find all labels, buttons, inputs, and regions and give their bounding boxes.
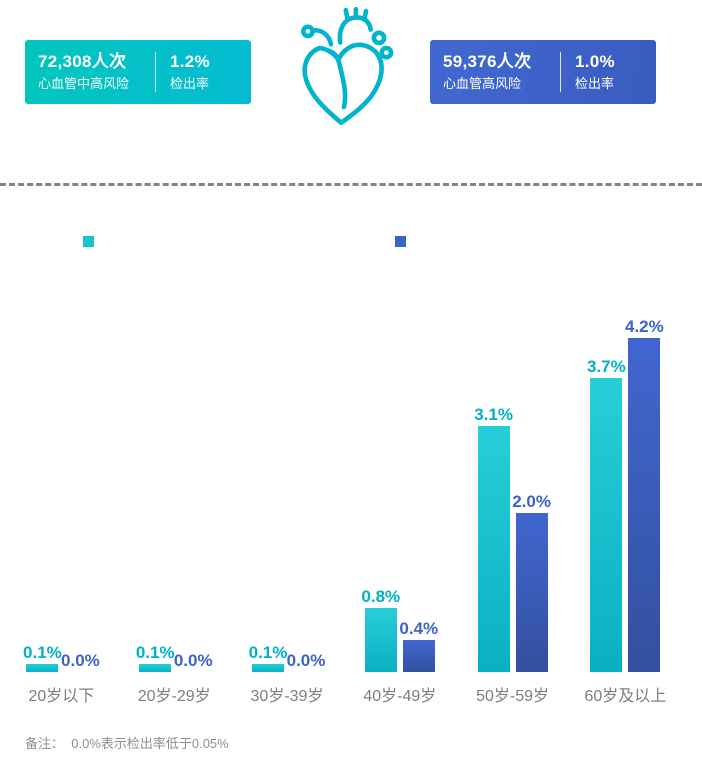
- stat-rate-label: 检出率: [575, 76, 615, 92]
- stat-rate: 1.2%: [170, 52, 210, 71]
- stat-badge-medium-high-risk: 72,308人次 心血管中高风险 1.2% 检出率: [25, 40, 251, 104]
- bar-value-label: 0.1%: [248, 643, 288, 662]
- stat-badge-main: 72,308人次 心血管中高风险: [25, 52, 155, 92]
- stat-badge-rate: 1.2% 检出率: [156, 52, 251, 92]
- bar-group: 2.0%: [512, 493, 551, 672]
- bar-group: 0.1%: [136, 644, 175, 672]
- bar-group: 0.0%: [61, 652, 100, 672]
- bar-value-label: 0.0%: [61, 651, 100, 670]
- bar-group: 0.8%: [361, 588, 400, 672]
- bar-value-label: 0.8%: [361, 587, 401, 606]
- bar-value-label: 3.7%: [587, 357, 626, 376]
- chart-column: 3.1% 2.0% 50岁-59岁: [456, 280, 569, 706]
- bar: [402, 640, 435, 672]
- chart-column: 3.7% 4.2% 60岁及以上: [569, 280, 682, 706]
- stat-label: 心血管高风险: [443, 76, 522, 92]
- chart-column: 0.8% 0.4% 40岁-49岁: [343, 280, 456, 706]
- bar-group: 0.1%: [23, 644, 62, 672]
- stat-count: 72,308人次: [38, 52, 127, 71]
- bar-group: 0.0%: [174, 652, 213, 672]
- bar: [139, 664, 172, 672]
- stat-count: 59,376人次: [443, 52, 532, 71]
- x-axis-label: 30岁-39岁: [250, 688, 324, 705]
- x-axis-label: 50岁-59岁: [476, 688, 550, 705]
- chart-column: 0.1% 0.0% 20岁以下: [5, 280, 118, 706]
- stat-badge-high-risk: 59,376人次 心血管高风险 1.0% 检出率: [430, 40, 656, 104]
- bar-value-label: 0.1%: [135, 643, 175, 662]
- bar-group: 0.4%: [399, 620, 438, 672]
- bar-group: 3.1%: [474, 406, 513, 672]
- bar-value-label: 0.0%: [173, 651, 213, 670]
- bar: [364, 608, 397, 672]
- bar: [26, 664, 59, 672]
- chart-column: 0.1% 0.0% 20岁-29岁: [118, 280, 231, 706]
- bar: [251, 664, 284, 672]
- x-axis-label: 20岁以下: [28, 688, 95, 705]
- bar-group: 0.1%: [249, 644, 287, 672]
- badge-divider: [155, 52, 156, 92]
- bar-group: 4.2%: [625, 318, 664, 672]
- legend-swatch-medium-high-risk: [83, 236, 94, 247]
- dashed-divider: [0, 183, 702, 186]
- chart-column: 0.1% 0.0% 30岁-39岁: [231, 280, 344, 706]
- bar-value-label: 0.4%: [399, 619, 439, 638]
- bar: [477, 426, 510, 672]
- stat-rate: 1.0%: [575, 52, 615, 71]
- bar-value-label: 3.1%: [474, 405, 513, 424]
- footnote: 备注： 0.0%表示检出率低于0.05%: [25, 736, 229, 751]
- bar-value-label: 4.2%: [625, 317, 664, 336]
- x-axis-label: 40岁-49岁: [363, 688, 437, 705]
- bar: [590, 378, 623, 672]
- bar: [628, 338, 661, 672]
- bar-group: 3.7%: [587, 358, 626, 672]
- legend-swatch-high-risk: [395, 236, 406, 247]
- stat-badge-main: 59,376人次 心血管高风险: [430, 52, 560, 92]
- bar: [515, 513, 548, 672]
- heart-icon: [283, 4, 403, 140]
- x-axis-label: 60岁及以上: [584, 688, 667, 705]
- bar-value-label: 0.0%: [286, 651, 326, 670]
- x-axis-label: 20岁-29岁: [137, 688, 211, 705]
- stat-badge-rate: 1.0% 检出率: [561, 52, 656, 92]
- badge-divider: [560, 52, 561, 92]
- bar-chart: 0.1% 0.0% 20岁以下 0.1% 0.0% 20岁-29岁 0.1% 0.0% 30岁-…: [5, 280, 682, 706]
- bar-value-label: 2.0%: [512, 492, 551, 511]
- stat-rate-label: 检出率: [170, 76, 210, 92]
- bar-value-label: 0.1%: [23, 643, 62, 662]
- bar-group: 0.0%: [287, 652, 326, 672]
- stat-label: 心血管中高风险: [38, 76, 130, 92]
